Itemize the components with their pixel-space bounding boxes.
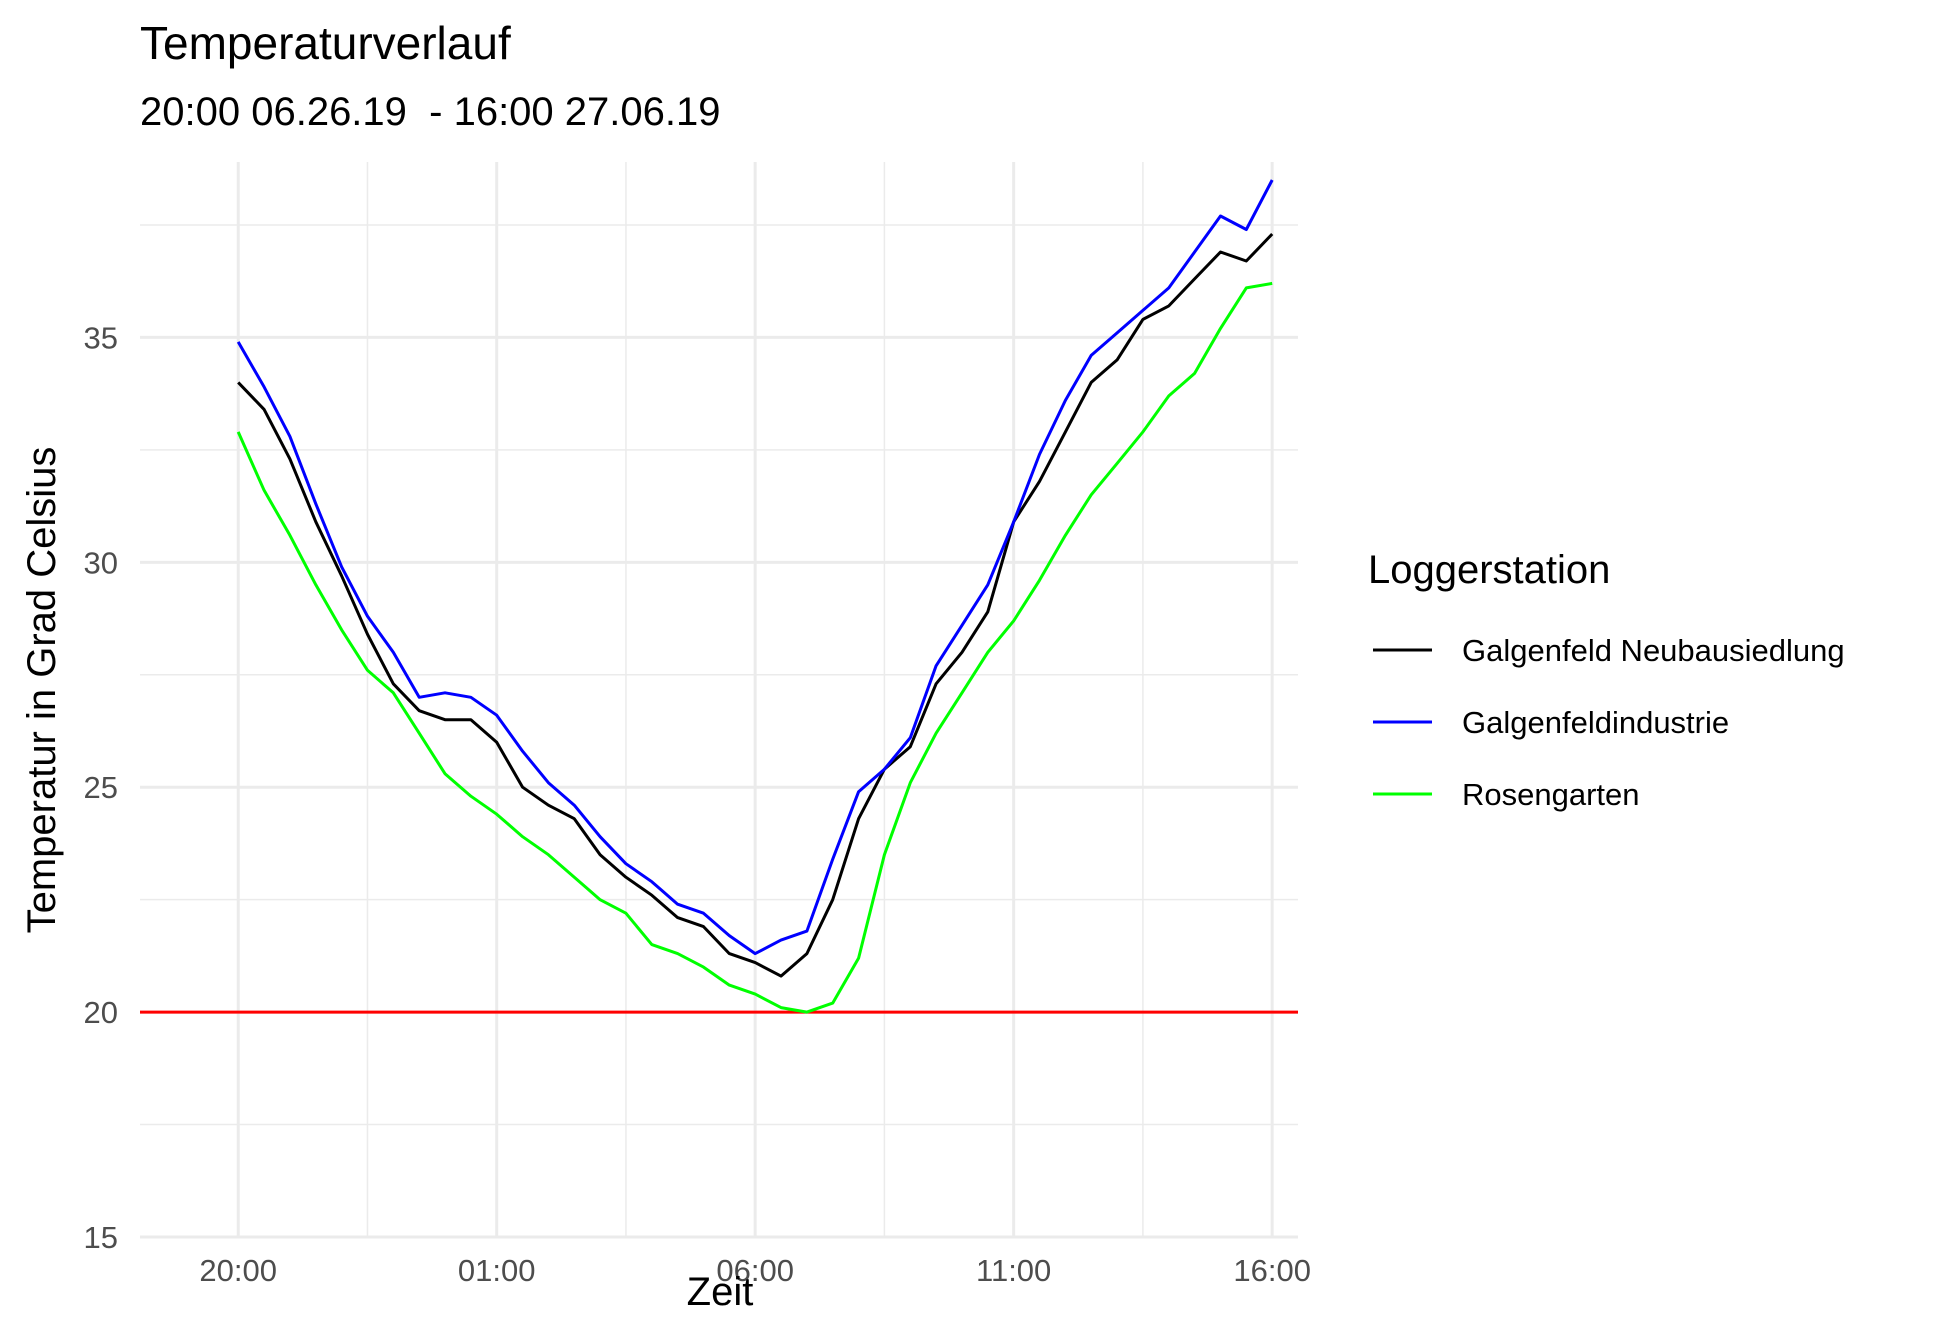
x-tick-label: 06:00 [716,1253,794,1288]
x-tick-label: 01:00 [458,1253,536,1288]
legend-label: Galgenfeldindustrie [1462,705,1729,740]
legend-items: Galgenfeld Neubausiedlung Galgenfeldindus… [1373,633,1845,812]
x-tick-label: 20:00 [199,1253,277,1288]
y-axis-title: Temperatur in Grad Celsius [20,447,64,934]
grid [140,162,1298,1239]
y-tick-label: 20 [84,995,118,1030]
y-tick-label: 15 [84,1220,118,1255]
series-line [237,232,1274,978]
series-layer [236,179,1274,1014]
y-tick-label: 30 [84,545,118,580]
y-tick-label: 35 [84,320,118,355]
legend-label: Galgenfeld Neubausiedlung [1462,633,1845,668]
x-tick-label: 11:00 [976,1253,1051,1288]
x-tick-label: 16:00 [1233,1253,1311,1288]
y-axis-ticks: 15 20 25 30 35 [84,320,118,1255]
chart-title: Temperaturverlauf [140,17,511,69]
x-axis-title: Zeit [687,1270,754,1314]
legend: Loggerstation Galgenfeld NeubausiedlungG… [1368,548,1845,812]
chart-subtitle: 20:00 06.26.19 - 16:00 27.06.19 [140,90,721,134]
series-line [236,179,1274,956]
y-tick-label: 25 [84,770,118,805]
series-line [236,281,1273,1014]
legend-title: Loggerstation [1368,548,1610,592]
legend-label: Rosengarten [1462,777,1640,812]
x-axis-ticks: 20:00 01:00 06:00 11:00 16:00 [199,1253,1311,1288]
